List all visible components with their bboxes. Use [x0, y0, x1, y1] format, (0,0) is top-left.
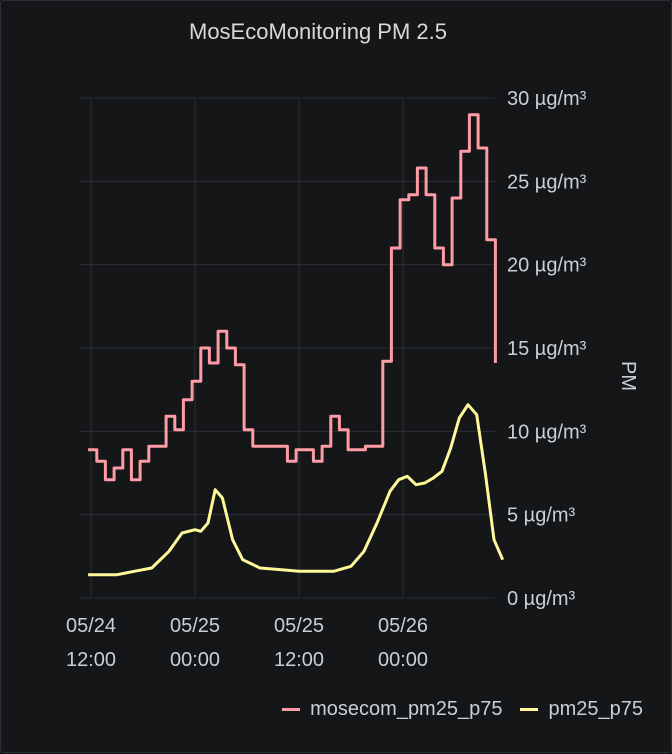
x-tick-label: 12:00: [66, 649, 116, 671]
y-axis-title: PM: [617, 361, 639, 391]
x-tick-label: 00:00: [170, 649, 220, 671]
x-tick-label: 12:00: [274, 649, 324, 671]
legend-item-mosecom[interactable]: mosecom_pm25_p75: [282, 698, 502, 721]
y-tick-label: 10 µg/m³: [507, 421, 587, 443]
legend-swatch-mosecom: [282, 708, 301, 711]
y-tick-label: 20 µg/m³: [507, 255, 587, 277]
y-tick-label: 25 µg/m³: [507, 171, 587, 193]
grid: [79, 97, 495, 599]
y-tick-label: 15 µg/m³: [507, 338, 587, 360]
y-tick-label: 0 µg/m³: [507, 588, 576, 610]
legend-label-pm25: pm25_p75: [548, 698, 643, 720]
legend: mosecom_pm25_p75 pm25_p75: [282, 698, 643, 721]
series-line-mosecom_pm25_p75: [88, 113, 497, 482]
x-tick-label: 00:00: [378, 649, 428, 671]
chart-title: MosEcoMonitoring PM 2.5: [189, 19, 447, 44]
y-axis-ticks: 0 µg/m³ 5 µg/m³ 10 µg/m³ 15 µg/m³ 20 µg/m³ 25…: [507, 88, 587, 610]
x-tick-label: 05/26: [378, 615, 428, 637]
legend-swatch-pm25: [520, 708, 539, 711]
x-tick-label: 05/25: [274, 615, 324, 637]
legend-item-pm25[interactable]: pm25_p75: [520, 698, 643, 721]
series-lines: [88, 113, 505, 577]
y-tick-label: 5 µg/m³: [507, 505, 576, 527]
x-tick-label: 05/24: [66, 615, 116, 637]
legend-label-mosecom: mosecom_pm25_p75: [310, 698, 503, 720]
y-tick-label: 30 µg/m³: [507, 88, 587, 110]
x-axis-ticks: 05/24 12:00 05/25 00:00 05/25 12:00 05/26 00:00: [66, 615, 428, 671]
series-line-pm25_p75: [88, 403, 505, 577]
x-tick-label: 05/25: [170, 615, 220, 637]
